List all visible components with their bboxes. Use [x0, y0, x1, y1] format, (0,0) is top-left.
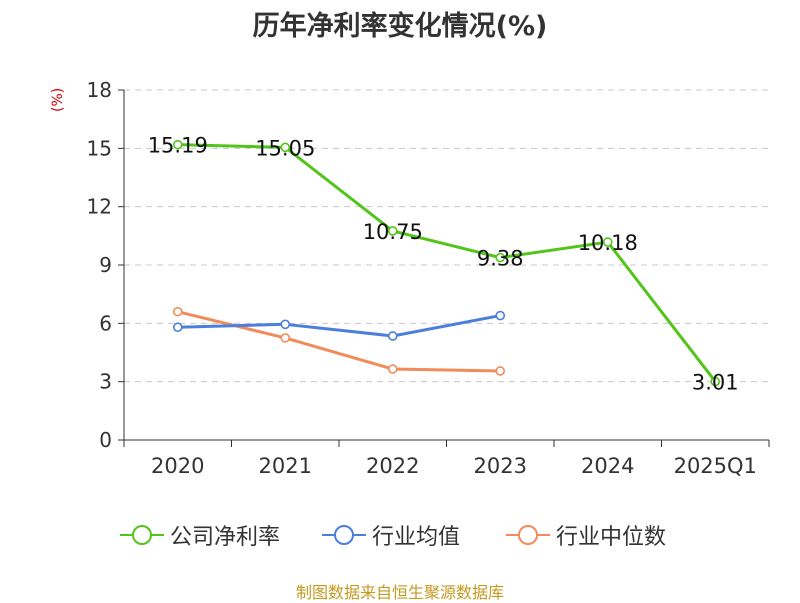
y-tick-label: 0	[99, 428, 112, 452]
data-point	[172, 322, 183, 333]
data-point	[495, 310, 506, 321]
data-label: 9.38	[477, 247, 524, 271]
x-tick-label: 2025Q1	[674, 454, 757, 478]
legend-item-0[interactable]: 公司净利率	[120, 520, 280, 550]
data-point	[280, 333, 291, 343]
y-tick-label: 12	[87, 195, 112, 219]
legend-marker-icon	[322, 525, 366, 545]
data-source-note: 制图数据来自恒生聚源数据库	[295, 583, 504, 602]
data-labels: 15.19 15.05 10.75 9.38 10.18 3.01	[148, 134, 739, 395]
data-label: 15.05	[255, 136, 315, 160]
data-point	[495, 366, 506, 376]
data-label: 10.75	[363, 220, 423, 244]
y-tick-label: 18	[87, 78, 112, 102]
data-point	[280, 319, 291, 330]
data-point	[387, 364, 398, 374]
y-tick-label: 9	[99, 253, 112, 277]
legend-label: 行业中位数	[556, 525, 667, 550]
x-tick-label: 2020	[151, 454, 204, 478]
series-line	[177, 143, 717, 383]
x-tick-label: 2023	[474, 454, 527, 478]
data-point	[172, 139, 183, 150]
y-tick-label: 15	[87, 136, 112, 160]
axes: 0 3 6 9 12 15 18 2020 2021 2022 2023 2024 2025Q1	[87, 78, 770, 478]
data-point	[172, 306, 183, 317]
series-line	[177, 314, 501, 338]
y-tick-label: 3	[99, 370, 112, 394]
data-point	[280, 142, 291, 153]
data-point	[495, 252, 506, 263]
series-lines	[172, 139, 721, 387]
x-tick-label: 2021	[259, 454, 312, 478]
data-point	[602, 237, 613, 247]
gridlines	[124, 89, 769, 383]
data-point	[710, 376, 721, 387]
x-tick-label: 2024	[581, 454, 634, 478]
series-line	[177, 310, 501, 373]
legend-label: 公司净利率	[170, 525, 281, 550]
data-label: 3.01	[692, 370, 739, 394]
y-tick-label: 6	[99, 311, 112, 335]
legend-marker-icon	[120, 525, 164, 545]
data-label: 10.18	[578, 231, 638, 255]
legend-marker-icon	[506, 525, 550, 545]
legend-label: 行业均值	[372, 525, 461, 550]
data-point	[387, 226, 398, 236]
legend-item-2[interactable]: 行业中位数	[506, 520, 666, 550]
data-point	[387, 331, 398, 341]
x-tick-label: 2022	[366, 454, 419, 478]
chart-title: 历年净利率变化情况(%)	[252, 11, 548, 42]
legend: 公司净利率 行业均值 行业中位数	[0, 520, 800, 550]
data-label: 15.19	[148, 134, 208, 158]
legend-item-1[interactable]: 行业均值	[322, 520, 460, 550]
